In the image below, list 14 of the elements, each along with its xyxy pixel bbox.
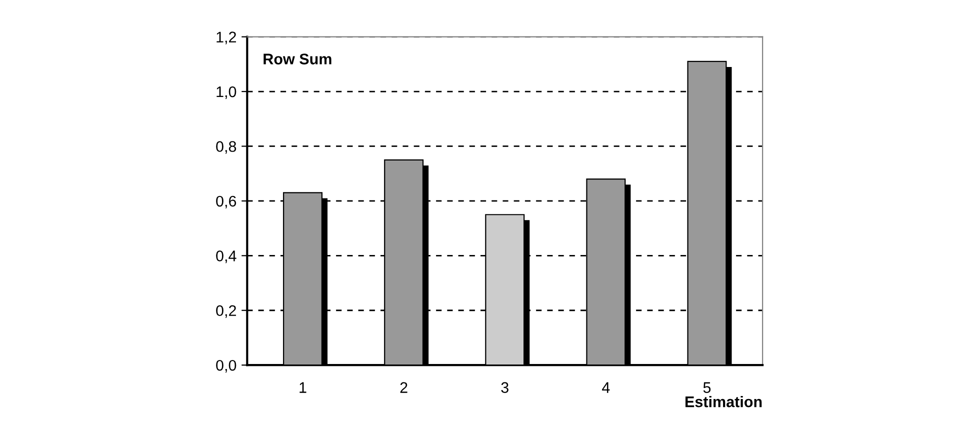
y-axis-title: Row Sum (264, 54, 332, 64)
x-tick-label: 1 (300, 382, 306, 393)
x-tick-label: 2 (400, 382, 408, 393)
y-tick-label: 0,2 (216, 305, 236, 318)
x-tick-label: 5 (703, 382, 711, 393)
y-tick-label: 0,4 (216, 250, 236, 264)
y-tick-label: 1,0 (216, 86, 236, 100)
y-tick-label: 1,2 (216, 32, 236, 44)
y-tick-label: 0,8 (216, 141, 236, 154)
x-tick-label: 3 (501, 382, 508, 393)
y-tick-label: 0,6 (216, 196, 236, 208)
x-tick-label: 4 (602, 382, 610, 393)
x-axis-title: Estimation (685, 396, 762, 408)
y-tick-label: 0,0 (216, 360, 236, 373)
